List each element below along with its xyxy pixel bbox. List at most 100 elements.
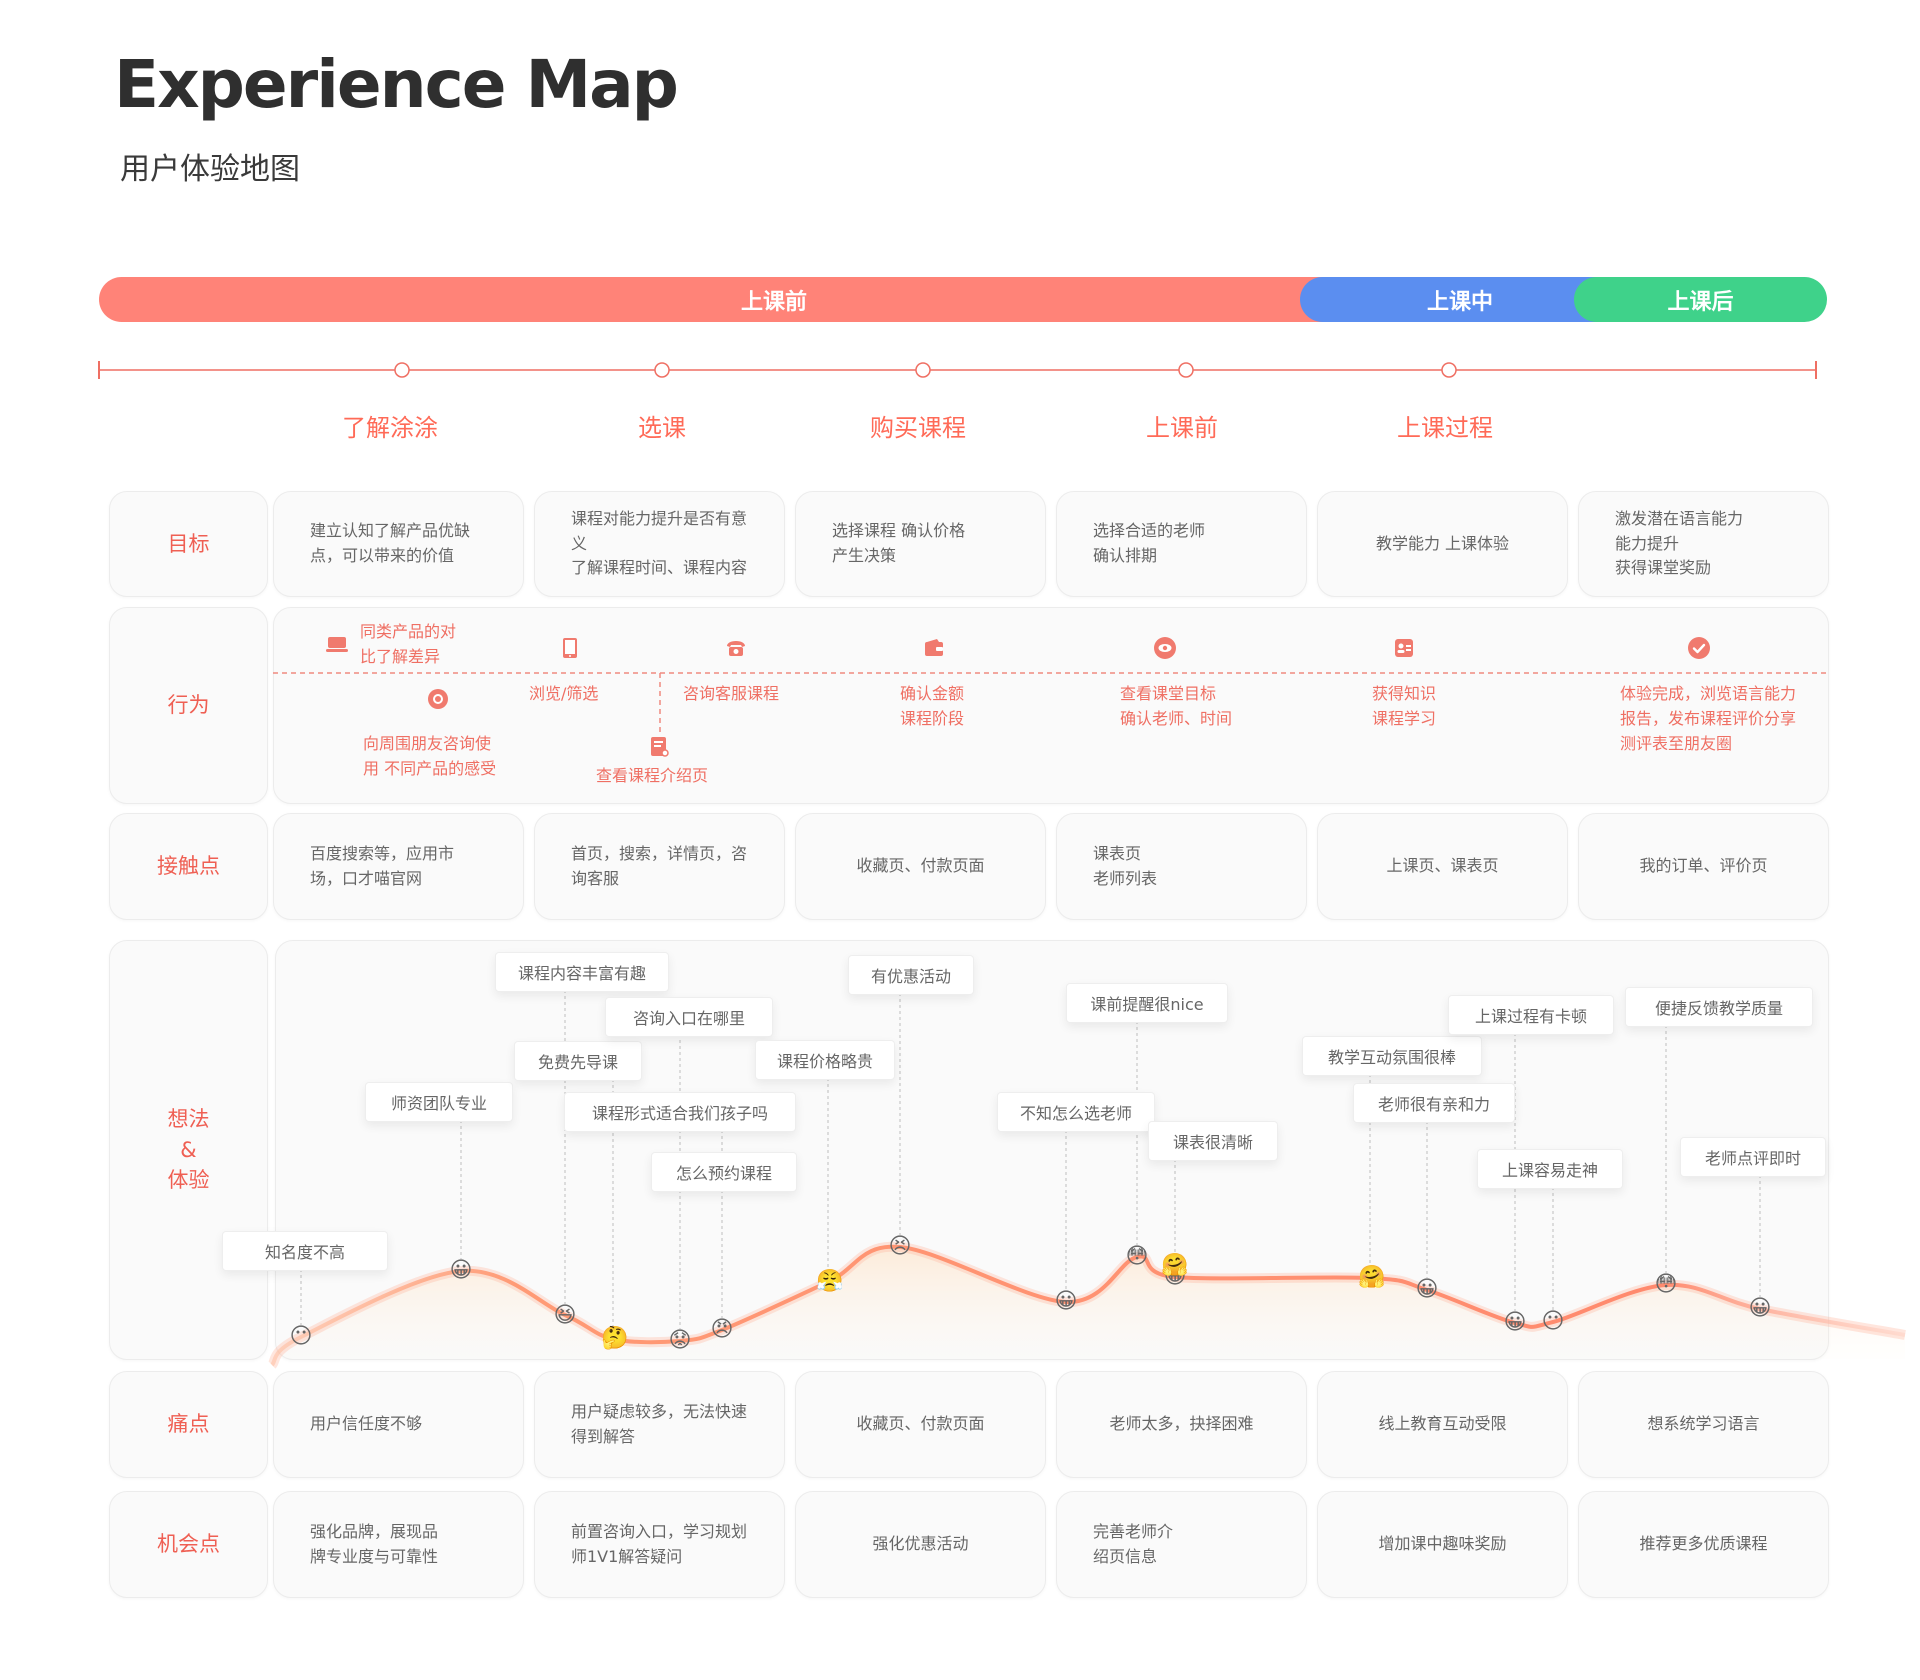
behavior-text: 获得知识 课程学习 <box>1372 684 1437 728</box>
goal-cell: 建立认知了解产品优缺 点，可以带来的价值 <box>273 491 524 597</box>
cell-text: 课表页 老师列表 <box>1093 843 1158 888</box>
behavior-text: 体验完成，浏览语言能力 报告，发布课程评价分享 测评表至朋友圈 <box>1620 684 1797 753</box>
touchpoint-cell: 收藏页、付款页面 <box>795 813 1046 920</box>
phase-label: 上课后 <box>1667 289 1734 315</box>
touchpoint-cell: 首页，搜索，详情页，咨 询客服 <box>534 813 785 920</box>
bubble-text: 怎么预约课程 <box>675 1164 772 1183</box>
behavior-panel <box>273 607 1829 804</box>
row-header-goal: 目标 <box>109 491 268 597</box>
cell-text: 上课页、课表页 <box>1386 856 1499 876</box>
row-header-behavior: 行为 <box>109 607 268 804</box>
row-header-label: 接触点 <box>157 854 220 879</box>
row-header-label: 想法 <box>167 1107 210 1132</box>
cell-text: 增加课中趣味奖励 <box>1378 1534 1507 1554</box>
thought-bubble: 课程内容丰富有趣 <box>495 952 669 992</box>
emotion-face-icon: 😳 <box>1654 1272 1678 1297</box>
thought-bubble: 教学互动氛围很棒 <box>1302 1036 1482 1076</box>
bubble-text: 免费先导课 <box>537 1053 618 1072</box>
document-icon <box>651 737 669 757</box>
phone-icon <box>727 641 745 656</box>
emotion-face-icon: 😣 <box>888 1234 912 1259</box>
row-header-label: 目标 <box>167 531 210 556</box>
cell-text: 前置咨询入口，学习规划 师1V1解答疑问 <box>571 1521 748 1566</box>
emotion-face-icon: 😠 <box>710 1317 734 1342</box>
stage-label: 上课过程 <box>1397 414 1493 442</box>
cell-text: 线上教育互动受限 <box>1378 1414 1507 1434</box>
opportunity-cell: 增加课中趣味奖励 <box>1317 1491 1568 1598</box>
cell-text: 强化品牌，展现品 牌专业度与可靠性 <box>310 1521 439 1566</box>
emotion-face-icon: 😤 <box>816 1269 844 1294</box>
cell-text: 老师太多，抉择困难 <box>1109 1414 1254 1434</box>
thought-bubble: 免费先导课 <box>514 1041 642 1081</box>
thought-bubble: 怎么预约课程 <box>651 1152 797 1192</box>
phase-after-class: 上课后 <box>1574 277 1827 322</box>
cell-text: 课程对能力提升是否有意义 了解课程时间、课程内容 <box>571 508 748 578</box>
emotion-face-icon: 😆 <box>553 1303 577 1328</box>
goal-cell: 选择合适的老师 确认排期 <box>1056 491 1307 597</box>
bubble-text: 课程价格略贵 <box>776 1052 873 1071</box>
row-header-pain: 痛点 <box>109 1371 268 1478</box>
cell-text: 首页，搜索，详情页，咨 询客服 <box>571 843 748 888</box>
pain-cell: 用户信任度不够 <box>273 1371 524 1478</box>
row-header-label: 行为 <box>167 693 210 718</box>
cell-text: 强化优惠活动 <box>872 1534 969 1554</box>
thought-bubble: 有优惠活动 <box>848 955 974 995</box>
bubble-text: 知名度不高 <box>264 1243 345 1262</box>
behavior-text: 查看课程介绍页 <box>596 766 709 785</box>
phase-label: 上课中 <box>1426 289 1493 315</box>
contact-card-icon <box>1395 639 1413 657</box>
cell-text: 用户信任度不够 <box>310 1414 423 1434</box>
wallet-icon <box>925 639 943 656</box>
goal-cell: 选择课程 确认价格 产生决策 <box>795 491 1046 597</box>
cell-text: 想系统学习语言 <box>1647 1414 1760 1434</box>
bubble-text: 便捷反馈教学质量 <box>1654 999 1783 1018</box>
bubble-text: 课程形式适合我们孩子吗 <box>591 1104 768 1123</box>
bubble-text: 老师很有亲和力 <box>1377 1095 1490 1114</box>
thought-bubble: 上课过程有卡顿 <box>1448 995 1614 1035</box>
opportunity-cell: 前置咨询入口，学习规划 师1V1解答疑问 <box>534 1491 785 1598</box>
cell-text: 百度搜索等，应用市 场，口才喵官网 <box>310 843 455 888</box>
row-header-touchpoint: 接触点 <box>109 813 268 920</box>
stage-label: 购买课程 <box>870 414 966 442</box>
thought-bubble: 不知怎么选老师 <box>997 1092 1155 1132</box>
thought-bubble: 师资团队专业 <box>365 1082 513 1122</box>
emotion-face-icon: 😳 <box>1125 1244 1149 1269</box>
eye-icon <box>1154 637 1176 659</box>
cell-text: 收藏页、付款页面 <box>856 856 985 876</box>
bubble-text: 不知怎么选老师 <box>1019 1104 1132 1123</box>
row-header-thoughts: 想法 & 体验 <box>109 940 268 1360</box>
row-header-label: 机会点 <box>157 1532 220 1557</box>
stage-label: 选课 <box>638 414 686 442</box>
cell-text: 选择合适的老师 确认排期 <box>1093 521 1206 565</box>
bubble-text: 有优惠活动 <box>870 967 951 986</box>
behavior-text: 向周围朋友咨询使 用 不同产品的感受 <box>363 734 497 778</box>
cell-text: 我的订单、评价页 <box>1639 856 1768 876</box>
cell-text: 选择课程 确认价格 产生决策 <box>832 521 966 565</box>
emotion-face-icon: 🤗 <box>1358 1265 1386 1290</box>
cell-text: 教学能力 上课体验 <box>1375 533 1510 553</box>
pain-cell: 用户疑虑较多，无法快速 得到解答 <box>534 1371 785 1478</box>
emotion-face-icon: 😀 <box>1748 1296 1772 1321</box>
behavior-text: 同类产品的对 比了解差异 <box>360 622 457 666</box>
touchpoint-cell: 上课页、课表页 <box>1317 813 1568 920</box>
thought-bubble: 咨询入口在哪里 <box>605 997 773 1037</box>
cell-text: 完善老师介 绍页信息 <box>1093 1521 1174 1566</box>
cell-text: 用户疑虑较多，无法快速 得到解答 <box>571 1401 748 1446</box>
emotion-face-icon: 😟 <box>668 1328 692 1353</box>
bubble-text: 老师点评即时 <box>1704 1149 1801 1168</box>
touchpoint-cell: 百度搜索等，应用市 场，口才喵官网 <box>273 813 524 920</box>
behavior-text: 咨询客服课程 <box>683 684 780 703</box>
pain-cell: 收藏页、付款页面 <box>795 1371 1046 1478</box>
pain-cell: 老师太多，抉择困难 <box>1056 1371 1307 1478</box>
row-header-opportunity: 机会点 <box>109 1491 268 1598</box>
emotion-face-icon: 🤔 <box>601 1326 629 1351</box>
goal-cell: 课程对能力提升是否有意义 了解课程时间、课程内容 <box>534 491 785 597</box>
emotion-face-icon: 😀 <box>1163 1264 1187 1289</box>
bubble-text: 教学互动氛围很棒 <box>1327 1048 1456 1067</box>
bubble-text: 师资团队专业 <box>390 1094 487 1113</box>
stage-timeline <box>98 361 1817 379</box>
laptop-icon <box>326 637 348 652</box>
check-circle-icon <box>1688 637 1710 659</box>
behavior-text: 浏览/筛选 <box>529 684 599 703</box>
